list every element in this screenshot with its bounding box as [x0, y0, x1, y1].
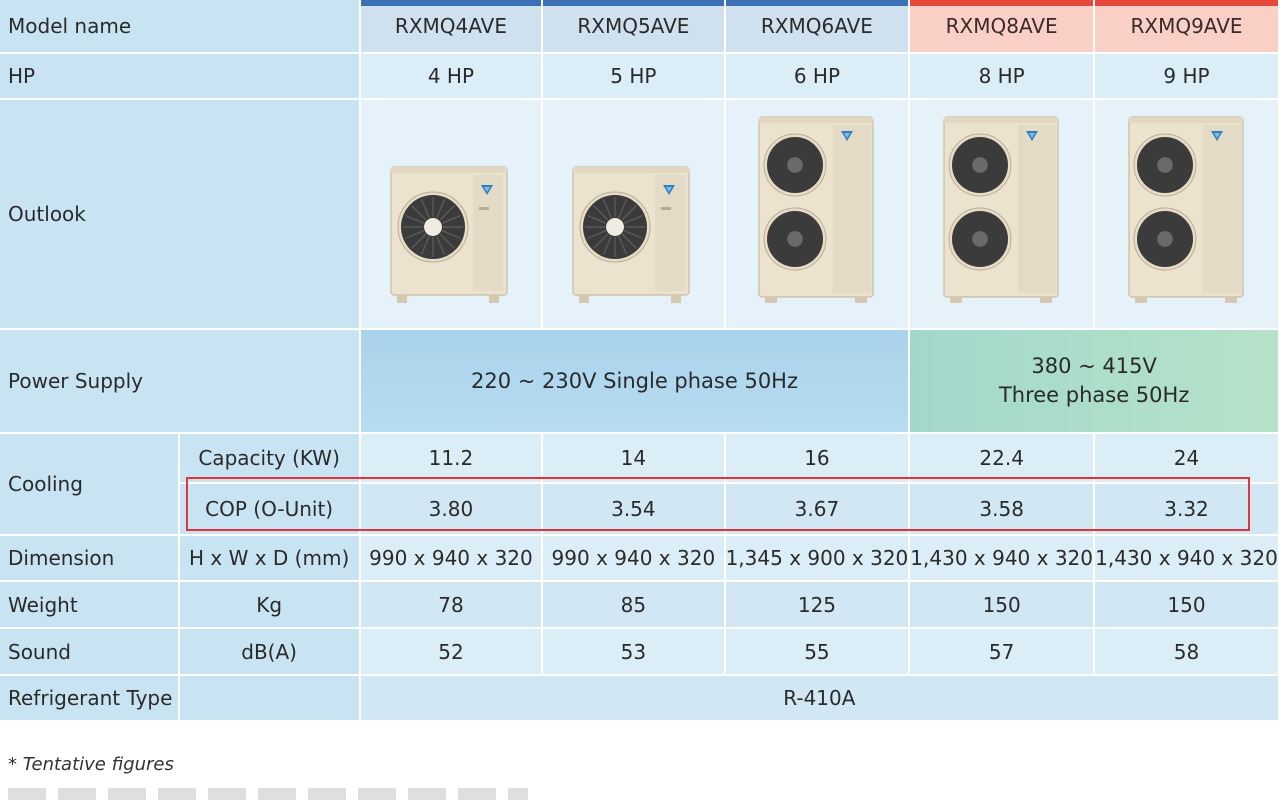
capacity-value-2: 14	[543, 434, 724, 482]
capacity-value-1: 11.2	[360, 434, 542, 482]
footnote: * Tentative figures	[8, 754, 174, 775]
row-cop: COP (O-Unit) 3.80 3.54 3.67 3.58 3.32	[0, 484, 1278, 534]
power-three-phase: 380 ~ 415V Three phase 50Hz	[910, 330, 1278, 432]
label-outlook: Outlook	[0, 100, 359, 328]
outlook-cell-3	[725, 100, 909, 328]
label-capacity: Capacity (KW)	[179, 434, 359, 482]
row-outlook: Outlook	[0, 100, 1278, 328]
hp-value-4: 8 HP	[910, 54, 1094, 98]
row-model-name: Model name RXMQ4AVE RXMQ5AVE RXMQ6AVE RX…	[0, 0, 1278, 52]
label-cooling: Cooling	[0, 434, 178, 534]
row-power-supply: Power Supply 220 ~ 230V Single phase 50H…	[0, 330, 1278, 432]
model-name-1: RXMQ4AVE	[360, 0, 542, 52]
hp-value-2: 5 HP	[543, 54, 724, 98]
power-three-line1: 380 ~ 415V	[1031, 354, 1157, 378]
hp-value-1: 4 HP	[360, 54, 542, 98]
model-name-3: RXMQ6AVE	[725, 0, 909, 52]
row-refrigerant: Refrigerant Type R-410A	[0, 676, 1278, 720]
cop-value-3: 3.67	[725, 484, 909, 534]
sound-value-4: 57	[910, 629, 1094, 674]
power-single-phase: 220 ~ 230V Single phase 50Hz	[360, 330, 909, 432]
outdoor-unit-4	[942, 115, 1062, 305]
dimension-value-1: 990 x 940 x 320	[360, 536, 542, 580]
hp-value-3: 6 HP	[725, 54, 909, 98]
hp-value-5: 9 HP	[1095, 54, 1278, 98]
footnote-faded-text	[8, 788, 528, 800]
model-name-5: RXMQ9AVE	[1095, 0, 1278, 52]
model-name-2: RXMQ5AVE	[543, 0, 724, 52]
row-hp: HP 4 HP 5 HP 6 HP 8 HP 9 HP	[0, 54, 1278, 98]
spec-table: Model name RXMQ4AVE RXMQ5AVE RXMQ6AVE RX…	[0, 0, 1278, 720]
label-sound-unit: dB(A)	[179, 629, 359, 674]
dimension-value-3: 1,345 x 900 x 320	[725, 536, 909, 580]
label-model-name: Model name	[0, 0, 359, 52]
outdoor-unit-5	[1127, 115, 1247, 305]
label-hp: HP	[0, 54, 359, 98]
label-refrigerant: Refrigerant Type	[0, 676, 178, 720]
sound-value-3: 55	[725, 629, 909, 674]
row-weight: Weight Kg 78 85 125 150 150	[0, 582, 1278, 627]
row-sound: Sound dB(A) 52 53 55 57 58	[0, 629, 1278, 674]
sound-value-2: 53	[543, 629, 724, 674]
outlook-cell-4	[910, 100, 1094, 328]
outlook-cell-5	[1095, 100, 1278, 328]
capacity-value-4: 22.4	[910, 434, 1094, 482]
weight-value-3: 125	[725, 582, 909, 627]
outdoor-unit-1	[389, 117, 513, 307]
row-capacity: Cooling Capacity (KW) 11.2 14 16 22.4 24	[0, 434, 1278, 534]
outlook-cell-2	[543, 100, 724, 328]
dimension-value-5: 1,430 x 940 x 320	[1095, 536, 1278, 580]
outlook-cell-1	[360, 100, 542, 328]
label-weight-unit: Kg	[179, 582, 359, 627]
power-three-line2: Three phase 50Hz	[998, 383, 1190, 407]
weight-value-1: 78	[360, 582, 542, 627]
sound-value-5: 58	[1095, 629, 1278, 674]
label-power-supply: Power Supply	[0, 330, 359, 432]
refrigerant-value: R-410A	[360, 676, 1278, 720]
outdoor-unit-2	[571, 117, 695, 307]
cop-value-2: 3.54	[543, 484, 724, 534]
dimension-value-2: 990 x 940 x 320	[543, 536, 724, 580]
label-sound: Sound	[0, 629, 178, 674]
dimension-value-4: 1,430 x 940 x 320	[910, 536, 1094, 580]
weight-value-5: 150	[1095, 582, 1278, 627]
label-dimension-unit: H x W x D (mm)	[179, 536, 359, 580]
refrigerant-unit-empty	[179, 676, 359, 720]
weight-value-2: 85	[543, 582, 724, 627]
label-weight: Weight	[0, 582, 178, 627]
capacity-value-3: 16	[725, 434, 909, 482]
cop-value-4: 3.58	[910, 484, 1094, 534]
sound-value-1: 52	[360, 629, 542, 674]
outdoor-unit-3	[757, 115, 877, 305]
capacity-value-5: 24	[1095, 434, 1278, 482]
cop-value-1: 3.80	[360, 484, 542, 534]
row-dimension: Dimension H x W x D (mm) 990 x 940 x 320…	[0, 536, 1278, 580]
label-cop: COP (O-Unit)	[179, 484, 359, 534]
cop-value-5: 3.32	[1095, 484, 1278, 534]
label-dimension: Dimension	[0, 536, 178, 580]
model-name-4: RXMQ8AVE	[910, 0, 1094, 52]
weight-value-4: 150	[910, 582, 1094, 627]
